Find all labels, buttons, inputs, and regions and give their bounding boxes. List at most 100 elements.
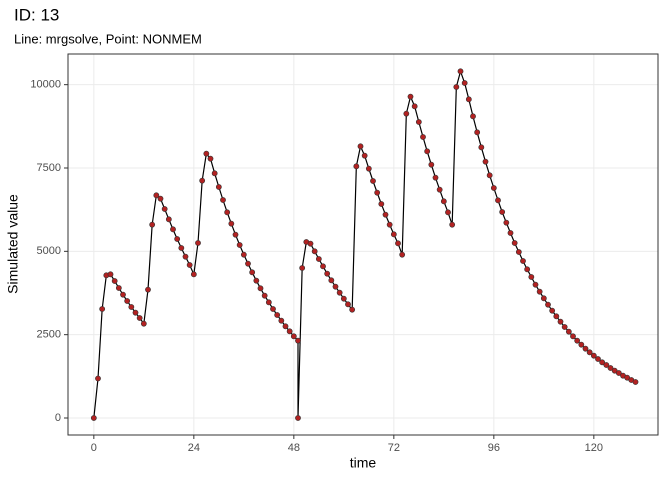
point <box>536 288 543 295</box>
point <box>428 161 435 168</box>
point <box>357 143 364 150</box>
point <box>503 219 510 226</box>
point <box>178 245 185 251</box>
point <box>565 328 572 335</box>
point <box>111 278 118 284</box>
point <box>261 292 268 299</box>
point <box>161 206 168 212</box>
point <box>532 281 539 288</box>
point <box>274 312 281 318</box>
point <box>470 113 476 120</box>
point <box>524 266 531 273</box>
point <box>515 249 522 255</box>
y-tick-label: 2500 <box>37 329 61 341</box>
point <box>295 337 301 344</box>
point <box>507 230 514 236</box>
point <box>128 304 135 310</box>
point <box>420 134 426 140</box>
point <box>278 317 285 324</box>
y-tick-label: 10000 <box>30 79 61 91</box>
x-tick-label: 24 <box>188 442 200 454</box>
point <box>199 177 206 184</box>
point <box>99 306 106 312</box>
point <box>424 148 431 155</box>
point <box>90 415 97 421</box>
point <box>265 299 272 306</box>
point <box>153 192 160 199</box>
point <box>395 240 401 247</box>
point <box>186 262 193 268</box>
point <box>211 170 218 177</box>
point <box>365 165 372 172</box>
point <box>595 356 601 362</box>
chart-title: ID: 13 <box>14 5 59 24</box>
point <box>407 93 414 100</box>
y-axis-label: Simulated value <box>5 194 21 294</box>
panel-border <box>67 53 659 436</box>
point <box>520 258 526 264</box>
point <box>315 256 322 262</box>
point <box>257 285 264 292</box>
chart-subtitle: Line: mrgsolve, Point: NONMEM <box>14 31 202 46</box>
point <box>195 240 201 246</box>
point <box>361 152 368 159</box>
point <box>603 362 610 368</box>
point <box>449 221 456 228</box>
point <box>353 163 360 170</box>
point <box>320 263 326 270</box>
point <box>511 240 518 246</box>
x-axis-label: time <box>350 455 377 471</box>
point <box>545 301 551 308</box>
point <box>190 271 197 278</box>
point <box>95 375 101 382</box>
point <box>607 365 614 371</box>
plot-panel <box>68 54 658 435</box>
point <box>299 265 306 271</box>
point <box>528 274 535 280</box>
point <box>553 313 560 320</box>
point <box>374 189 381 196</box>
point <box>599 359 606 366</box>
point <box>140 320 147 327</box>
point <box>557 318 564 325</box>
y-tick-label: 0 <box>55 412 61 424</box>
point <box>490 185 497 191</box>
point <box>474 129 481 136</box>
point <box>332 283 339 290</box>
point <box>549 307 556 314</box>
point <box>157 195 164 202</box>
point <box>465 96 472 103</box>
point <box>328 277 335 284</box>
point <box>182 253 189 260</box>
point <box>453 84 460 90</box>
point <box>370 178 376 184</box>
point <box>240 251 247 258</box>
point <box>582 345 589 352</box>
point <box>499 209 506 215</box>
x-tick-label: 72 <box>388 442 400 454</box>
point <box>349 306 356 313</box>
point <box>295 415 301 421</box>
point <box>340 295 347 302</box>
point <box>136 315 143 321</box>
point <box>457 68 464 75</box>
point <box>432 174 439 181</box>
point <box>445 209 451 216</box>
point <box>232 231 239 238</box>
point <box>403 110 410 117</box>
point <box>436 186 443 193</box>
point <box>145 286 151 293</box>
point <box>124 298 131 304</box>
x-tick-label: 48 <box>288 442 300 454</box>
point <box>324 270 331 277</box>
point <box>336 289 343 296</box>
point <box>478 144 485 151</box>
point <box>107 271 114 278</box>
point <box>495 197 501 204</box>
point <box>311 248 318 255</box>
point <box>461 80 468 86</box>
point <box>228 220 235 227</box>
point <box>290 333 297 340</box>
point <box>220 197 226 203</box>
y-tick-label: 5000 <box>37 245 61 257</box>
